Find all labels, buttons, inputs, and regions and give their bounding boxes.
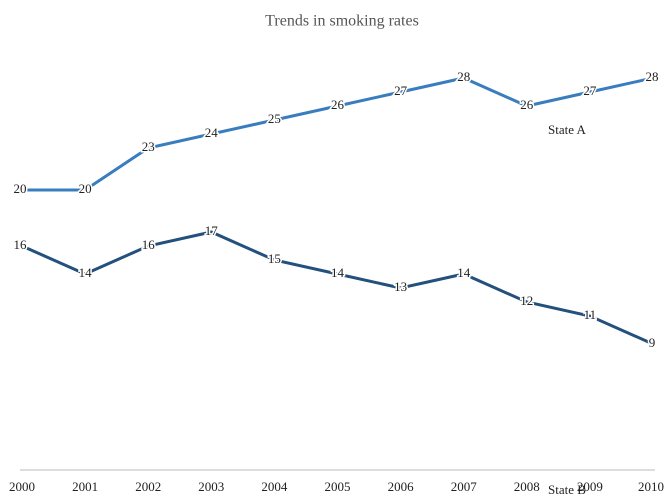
data-label: 28 <box>457 69 470 84</box>
x-tick-label: 2005 <box>325 479 351 494</box>
data-label: 27 <box>394 83 408 98</box>
x-tick-label: 2002 <box>135 479 161 494</box>
data-label: 14 <box>331 265 345 280</box>
data-label: 14 <box>457 265 471 280</box>
series-label: State A <box>548 122 587 137</box>
data-label: 27 <box>583 83 597 98</box>
data-label: 28 <box>646 69 659 84</box>
data-label: 9 <box>649 335 656 350</box>
data-label: 26 <box>520 97 534 112</box>
x-tick-label: 2009 <box>577 479 603 494</box>
x-tick-label: 2003 <box>198 479 224 494</box>
series-line <box>22 76 654 192</box>
x-tick-label: 2007 <box>451 479 478 494</box>
data-label: 16 <box>14 237 28 252</box>
data-label: 11 <box>584 307 597 322</box>
data-label: 12 <box>520 293 533 308</box>
data-label: 20 <box>14 181 27 196</box>
x-tick-label: 2006 <box>388 479 415 494</box>
data-label: 16 <box>142 237 156 252</box>
data-label: 24 <box>205 125 219 140</box>
data-label: 23 <box>142 139 155 154</box>
x-tick-label: 2001 <box>72 479 98 494</box>
x-tick-label: 2008 <box>514 479 540 494</box>
data-label: 20 <box>79 181 92 196</box>
x-tick-label: 2000 <box>9 479 35 494</box>
x-tick-label: 2004 <box>261 479 288 494</box>
data-label: 26 <box>331 97 345 112</box>
series-line <box>21 230 654 346</box>
data-label: 25 <box>268 111 281 126</box>
data-label: 15 <box>268 251 281 266</box>
chart-title: Trends in smoking rates <box>265 13 419 30</box>
x-tick-label: 2010 <box>638 479 664 494</box>
data-label: 17 <box>205 223 219 238</box>
data-label: 13 <box>394 279 407 294</box>
data-label: 14 <box>79 265 93 280</box>
series-label: State B <box>548 482 586 497</box>
